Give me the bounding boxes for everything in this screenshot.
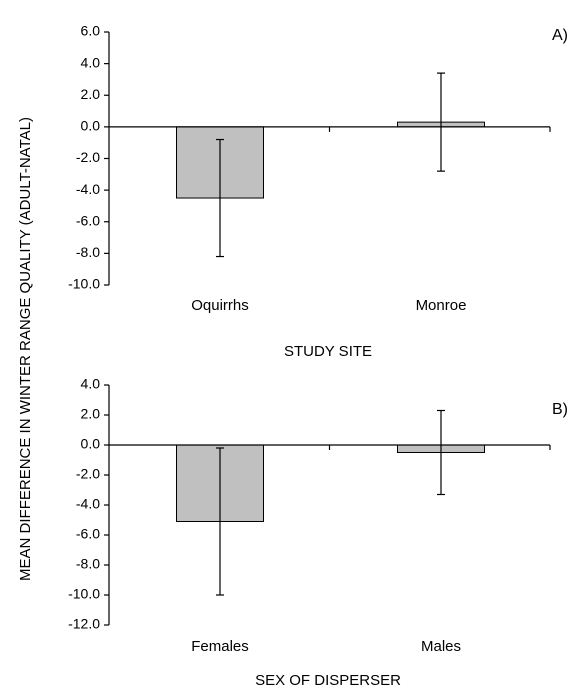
shared-y-axis-title: MEAN DIFFERENCE IN WINTER RANGE QUALITY … [17, 117, 34, 581]
panel-b-y-tick-label: -10.0 [68, 586, 100, 602]
panel-a-y-tick-label: -8.0 [76, 244, 100, 260]
panel-a-category-label: Oquirrhs [191, 297, 249, 314]
panel-b-category-label: Males [421, 638, 461, 655]
panel-a-y-tick-label: -10.0 [68, 276, 100, 292]
panel-b-y-tick-label: 4.0 [81, 376, 101, 392]
panel-a-y-tick-label: 6.0 [81, 23, 101, 39]
panel-b-y-tick-label: -6.0 [76, 526, 100, 542]
panel-a-category-label: Monroe [416, 297, 467, 314]
panel-b-y-tick-label: -12.0 [68, 616, 100, 632]
panel-b-y-tick-label: 2.0 [81, 406, 101, 422]
panel-a-y-tick-label: -2.0 [76, 149, 100, 165]
panel-b-label: B) [552, 401, 568, 418]
panel-b-chart: B) SEX OF DISPERSER 4.0 2.0 0.0 -2.0 -4.0 -6.… [68, 376, 568, 689]
panel-b-x-axis-title: SEX OF DISPERSER [255, 672, 401, 689]
panel-b-y-tick-label: -2.0 [76, 466, 100, 482]
panel-a-y-tick-label: -4.0 [76, 181, 100, 197]
panel-a-chart: A) STUDY SITE 6.0 4.0 2.0 0.0 -2.0 -4.0 -6.0 -8… [68, 23, 568, 360]
panel-a-y-tick-label: -6.0 [76, 212, 100, 228]
panel-a-y-tick-label: 2.0 [81, 86, 101, 102]
panel-b-y-tick-label: -4.0 [76, 496, 100, 512]
panel-b-category-label: Females [191, 638, 249, 655]
panel-a-y-tick-label: 0.0 [81, 118, 101, 134]
panel-a-x-axis-title: STUDY SITE [284, 343, 372, 360]
panel-b-y-tick-label: -8.0 [76, 556, 100, 572]
panel-a-y-tick-label: 4.0 [81, 54, 101, 70]
panel-b-y-tick-label: 0.0 [81, 436, 101, 452]
panel-a-label: A) [552, 27, 568, 44]
